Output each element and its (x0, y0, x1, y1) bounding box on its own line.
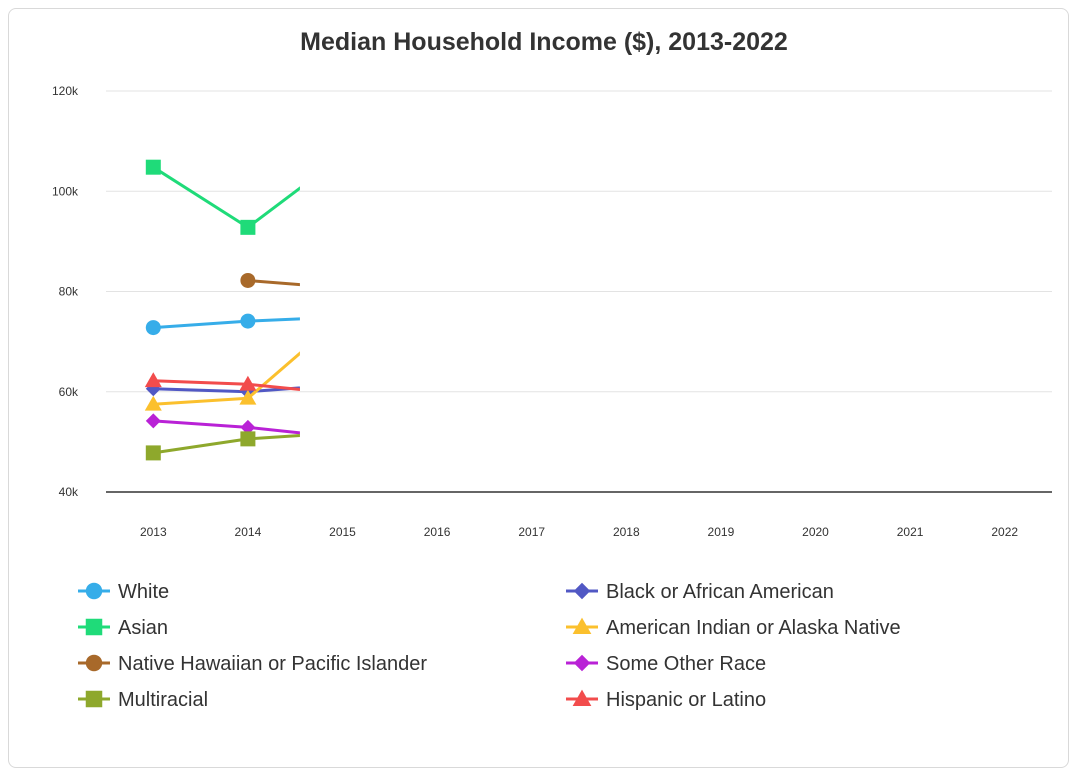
data-point (239, 389, 257, 405)
series-layer (144, 149, 351, 461)
legend-label: Asian (118, 617, 168, 639)
y-tick-label: 80k (59, 285, 79, 299)
data-point (240, 431, 256, 447)
legend-item: Black or African American (566, 581, 834, 603)
legend-label: American Indian or Alaska Native (606, 617, 901, 639)
data-point (240, 219, 256, 235)
chart-title: Median Household Income ($), 2013-2022 (300, 28, 788, 56)
data-point (240, 419, 256, 435)
legend-label: Native Hawaiian or Pacific Islander (118, 653, 427, 675)
series-hispanic-or-latino (144, 372, 351, 400)
data-point (335, 377, 350, 392)
data-point (239, 375, 257, 391)
y-tick-label: 120k (52, 84, 79, 98)
legend-item: Asian (78, 617, 168, 639)
y-tick-label: 60k (59, 385, 79, 399)
legend-marker (572, 617, 592, 635)
data-point (145, 445, 161, 461)
x-tick-label: 2019 (708, 525, 735, 539)
series-white (145, 310, 350, 336)
grid-layer (106, 90, 1052, 393)
x-tick-label: 2022 (991, 525, 1018, 539)
legend-marker (85, 690, 103, 708)
legend-label: Hispanic or Latino (606, 689, 766, 711)
legend-marker (573, 582, 591, 600)
legend-marker (85, 618, 103, 636)
legend-item: Native Hawaiian or Pacific Islander (78, 653, 427, 675)
x-tick-label: 2013 (140, 525, 167, 539)
y-tick-label: 100k (52, 184, 79, 198)
y-axis-ticks: 120k 100k 80k 60k 40k (52, 84, 79, 499)
legend-item: Multiracial (78, 689, 208, 711)
legend-item: Some Other Race (566, 653, 766, 675)
data-point (335, 310, 350, 325)
legend-label: Black or African American (606, 581, 834, 603)
data-point (145, 159, 161, 175)
x-axis-ticks: 2013 2014 2015 2016 2017 2018 2019 2020 2021 2022 (140, 525, 1018, 539)
series-native-hawaiian-or-pacific-islander (240, 272, 350, 295)
series-line (152, 165, 300, 229)
x-tick-label: 2014 (235, 525, 262, 539)
x-tick-label: 2017 (518, 525, 545, 539)
data-point (334, 308, 351, 323)
legend-item: White (78, 581, 169, 603)
chart-card (8, 8, 1069, 768)
legend-marker (572, 689, 592, 707)
legend-marker (573, 654, 591, 672)
chart-svg: Median Household Income ($), 2013-2022 1… (52, 28, 1052, 711)
data-point (145, 320, 161, 336)
x-tick-label: 2020 (802, 525, 829, 539)
series-asian (145, 149, 350, 235)
x-tick-label: 2015 (329, 525, 356, 539)
data-point (240, 272, 256, 288)
legend-label: Multiracial (118, 689, 208, 711)
legend: White Black or African American Asian Ameri… (78, 581, 901, 711)
legend-item: American Indian or Alaska Native (566, 617, 901, 639)
data-point (144, 395, 162, 411)
series-multiracial (145, 425, 350, 461)
legend-label: White (118, 581, 169, 603)
data-point (145, 413, 161, 429)
series-american-indian-or-alaska-native (144, 308, 351, 411)
data-point (335, 430, 350, 445)
x-tick-label: 2016 (424, 525, 451, 539)
data-point (335, 149, 350, 164)
y-tick-label: 40k (59, 485, 79, 499)
data-point (334, 385, 351, 400)
legend-marker (85, 654, 103, 672)
data-point (144, 372, 162, 388)
data-point (335, 425, 350, 440)
legend-item: Hispanic or Latino (566, 689, 766, 711)
x-tick-label: 2018 (613, 525, 640, 539)
x-tick-label: 2021 (897, 525, 924, 539)
legend-marker (85, 582, 103, 600)
series-line (247, 278, 300, 287)
legend-label: Some Other Race (606, 653, 766, 675)
data-point (335, 280, 350, 295)
series-some-other-race (145, 413, 350, 445)
data-point (240, 313, 256, 329)
